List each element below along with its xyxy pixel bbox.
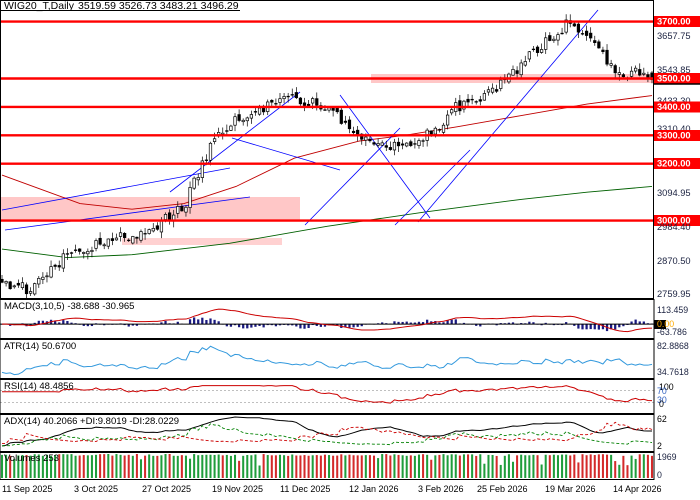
svg-text:ATR(14) 50.6700: ATR(14) 50.6700 — [4, 341, 76, 352]
svg-text:MACD(3,10,5) -38.688 -30.965: MACD(3,10,5) -38.688 -30.965 — [4, 301, 134, 312]
svg-text:3094.95: 3094.95 — [657, 188, 691, 198]
svg-text:3500.00: 3500.00 — [657, 74, 691, 84]
svg-text:2870.50: 2870.50 — [657, 256, 691, 266]
svg-text:2: 2 — [657, 441, 662, 451]
svg-text:113.459: 113.459 — [657, 305, 688, 315]
svg-text:2984.40: 2984.40 — [657, 222, 691, 232]
svg-text:62: 62 — [657, 414, 667, 424]
svg-text:82.8868: 82.8868 — [657, 341, 689, 351]
svg-text:RSI(14) 48.4856: RSI(14) 48.4856 — [4, 381, 74, 392]
svg-text:25 Feb 2026: 25 Feb 2026 — [477, 484, 528, 494]
svg-text:19 Nov 2025: 19 Nov 2025 — [212, 484, 263, 494]
svg-text:12 Jan 2026: 12 Jan 2026 — [349, 484, 399, 494]
svg-text:11 Sep 2025: 11 Sep 2025 — [2, 484, 52, 494]
svg-text:3657.75: 3657.75 — [657, 31, 691, 41]
svg-text:3 Oct 2025: 3 Oct 2025 — [74, 484, 118, 494]
svg-text:27 Oct 2025: 27 Oct 2025 — [142, 484, 191, 494]
svg-text:19 Mar 2026: 19 Mar 2026 — [545, 484, 596, 494]
svg-text:-63.786: -63.786 — [657, 327, 687, 337]
svg-text:3400.00: 3400.00 — [657, 102, 691, 112]
svg-text:ADX(14) 40.2066 +DI:9.8019 -DI: ADX(14) 40.2066 +DI:9.8019 -DI:28.0229 — [4, 416, 179, 427]
svg-text:34.7618: 34.7618 — [657, 367, 689, 377]
svg-text:Volumes 253: Volumes 253 — [4, 453, 59, 464]
svg-text:0: 0 — [659, 399, 664, 409]
svg-text:3200.00: 3200.00 — [657, 159, 691, 169]
svg-text:3300.00: 3300.00 — [657, 131, 691, 141]
svg-text:0: 0 — [657, 470, 662, 480]
svg-text:1969: 1969 — [657, 452, 677, 462]
svg-text:3 Feb 2026: 3 Feb 2026 — [418, 484, 464, 494]
svg-text:3700.00: 3700.00 — [657, 17, 691, 27]
svg-text:2759.95: 2759.95 — [657, 289, 691, 299]
svg-text:11 Dec 2025: 11 Dec 2025 — [280, 484, 330, 494]
svg-text:14 Apr 2026: 14 Apr 2026 — [613, 484, 662, 494]
